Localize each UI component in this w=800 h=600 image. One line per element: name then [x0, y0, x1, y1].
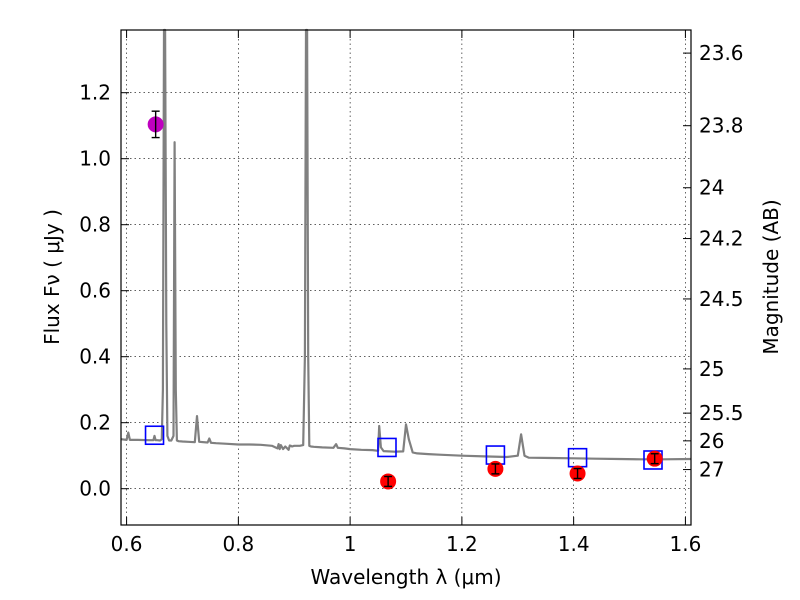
y2-tick-label: 23.6: [699, 41, 744, 65]
x-axis-title: Wavelength λ (μm): [310, 565, 501, 589]
y2-tick-label: 26: [699, 429, 724, 453]
y2-tick-label: 24.2: [699, 227, 744, 251]
model-spectrum-line: [120, 28, 692, 461]
y-tick-label: 0.0: [79, 477, 111, 501]
y2-tick-label: 27: [699, 458, 724, 482]
ticks: 0.6 0.8 1 1.2 1.4 1.6 0.0 0.2 0.4 0.6 0.8 1.0 1.2 23.…: [79, 30, 744, 556]
x-tick-label: 1: [344, 532, 357, 556]
plot-frame: [120, 29, 692, 526]
y2-axis-title: Magnitude (AB): [759, 199, 783, 354]
y2-tick-label: 25.5: [699, 401, 744, 425]
grid-lines: [121, 30, 691, 525]
y-tick-label: 1.0: [79, 147, 111, 171]
x-tick-label: 1.2: [446, 532, 478, 556]
y2-tick-label: 24: [699, 176, 724, 200]
y-tick-label: 0.2: [79, 411, 111, 435]
plot-background: [121, 30, 691, 525]
y2-tick-label: 23.8: [699, 114, 744, 138]
x-tick-label: 0.6: [111, 532, 143, 556]
model-photometry-square: [144, 425, 165, 446]
x-tick-label: 1.4: [558, 532, 590, 556]
y-axis-title: Flux Fν ( μJy ): [40, 209, 64, 345]
model-photometry-square: [377, 437, 397, 458]
y2-tick-label: 25: [699, 357, 724, 381]
series-layer: [120, 28, 692, 490]
y-tick-label: 0.6: [79, 279, 111, 303]
y-tick-label: 0.8: [79, 213, 111, 237]
y2-tick-label: 24.5: [699, 287, 744, 311]
y-tick-label: 1.2: [79, 81, 111, 105]
y-tick-label: 0.4: [79, 345, 111, 369]
x-tick-label: 0.8: [222, 532, 254, 556]
x-tick-label: 1.6: [670, 532, 702, 556]
